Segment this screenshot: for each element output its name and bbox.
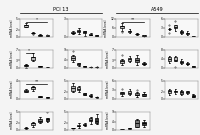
- PathPatch shape: [46, 118, 49, 121]
- PathPatch shape: [77, 30, 80, 32]
- Text: *: *: [28, 48, 30, 52]
- PathPatch shape: [174, 26, 177, 28]
- PathPatch shape: [135, 58, 139, 62]
- PathPatch shape: [128, 128, 131, 129]
- PathPatch shape: [120, 60, 124, 63]
- PathPatch shape: [83, 124, 86, 126]
- PathPatch shape: [24, 25, 28, 27]
- PathPatch shape: [89, 95, 92, 96]
- PathPatch shape: [31, 87, 35, 89]
- PathPatch shape: [24, 128, 28, 129]
- PathPatch shape: [31, 122, 35, 125]
- Y-axis label: mRNA level: mRNA level: [106, 50, 110, 68]
- PathPatch shape: [95, 118, 98, 123]
- PathPatch shape: [128, 91, 131, 94]
- PathPatch shape: [77, 63, 80, 65]
- PathPatch shape: [38, 66, 42, 67]
- PathPatch shape: [168, 57, 171, 61]
- PathPatch shape: [180, 61, 183, 63]
- PathPatch shape: [83, 31, 86, 33]
- PathPatch shape: [128, 58, 131, 61]
- Y-axis label: mRNA level: mRNA level: [10, 81, 14, 99]
- PathPatch shape: [135, 120, 139, 126]
- PathPatch shape: [120, 26, 124, 28]
- Text: PCI 13: PCI 13: [53, 7, 69, 12]
- PathPatch shape: [77, 87, 80, 90]
- Y-axis label: mRNA level: mRNA level: [10, 112, 14, 129]
- PathPatch shape: [38, 96, 42, 97]
- Y-axis label: mRNA level: mRNA level: [10, 19, 14, 36]
- Text: **: **: [35, 79, 39, 83]
- PathPatch shape: [180, 91, 183, 94]
- Y-axis label: mRNA level: mRNA level: [106, 112, 110, 129]
- PathPatch shape: [83, 93, 86, 95]
- PathPatch shape: [135, 93, 139, 95]
- PathPatch shape: [128, 31, 131, 32]
- PathPatch shape: [89, 34, 92, 35]
- Text: *: *: [36, 17, 38, 21]
- PathPatch shape: [24, 90, 28, 92]
- PathPatch shape: [192, 66, 195, 67]
- PathPatch shape: [38, 119, 42, 122]
- PathPatch shape: [71, 32, 75, 33]
- PathPatch shape: [77, 125, 80, 126]
- PathPatch shape: [120, 92, 124, 94]
- PathPatch shape: [186, 33, 189, 34]
- Y-axis label: mRNA level: mRNA level: [106, 81, 110, 99]
- PathPatch shape: [71, 56, 75, 60]
- PathPatch shape: [174, 91, 177, 92]
- PathPatch shape: [24, 65, 28, 66]
- Text: **: **: [131, 17, 135, 21]
- PathPatch shape: [71, 86, 75, 91]
- PathPatch shape: [31, 57, 35, 60]
- PathPatch shape: [186, 63, 189, 64]
- PathPatch shape: [186, 91, 189, 94]
- PathPatch shape: [142, 63, 146, 64]
- PathPatch shape: [38, 35, 42, 36]
- Y-axis label: mRNA level: mRNA level: [10, 50, 14, 68]
- PathPatch shape: [174, 58, 177, 61]
- Y-axis label: mRNA level: mRNA level: [104, 19, 108, 36]
- PathPatch shape: [180, 31, 183, 33]
- PathPatch shape: [168, 90, 171, 93]
- PathPatch shape: [83, 66, 86, 67]
- PathPatch shape: [95, 35, 98, 36]
- PathPatch shape: [142, 122, 146, 125]
- PathPatch shape: [192, 95, 195, 97]
- PathPatch shape: [142, 35, 146, 36]
- PathPatch shape: [142, 94, 146, 96]
- Text: A549: A549: [151, 7, 164, 12]
- PathPatch shape: [89, 118, 92, 121]
